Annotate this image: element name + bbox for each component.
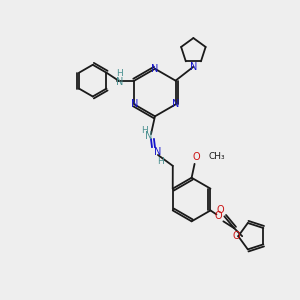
Text: H: H <box>158 158 164 166</box>
Text: N: N <box>172 99 179 110</box>
Text: O: O <box>193 152 200 162</box>
Text: O: O <box>217 206 224 215</box>
Text: CH₃: CH₃ <box>208 152 225 161</box>
Text: O: O <box>214 212 222 221</box>
Text: N: N <box>190 62 197 72</box>
Text: H: H <box>116 69 123 78</box>
Text: N: N <box>145 131 153 141</box>
Text: N: N <box>151 64 159 74</box>
Text: N: N <box>154 147 162 157</box>
Text: H: H <box>141 126 147 135</box>
Text: N: N <box>131 99 138 110</box>
Text: O: O <box>232 231 240 241</box>
Text: N: N <box>116 76 123 87</box>
